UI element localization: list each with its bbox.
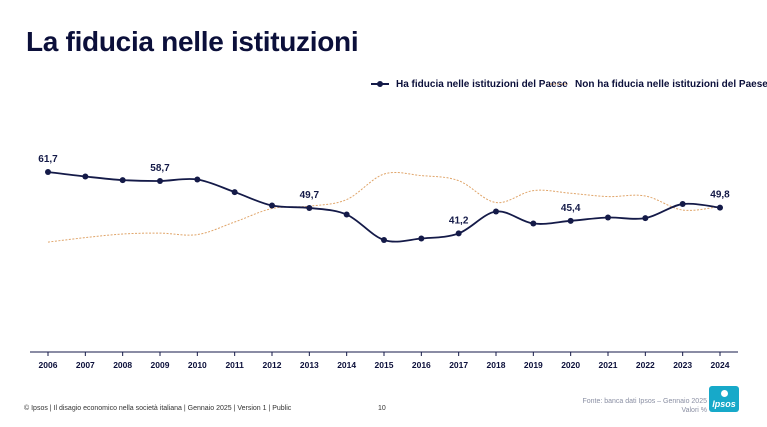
x-tick-label-2015: 2015 [375, 360, 394, 370]
trust-point-2022 [642, 215, 649, 222]
trust-point-2011 [231, 189, 238, 196]
trust-point-2023 [679, 201, 686, 208]
footer-copyright: © Ipsos | Il disagio economico nella soc… [24, 405, 292, 412]
trust-data-label-2013: 49,7 [300, 190, 320, 201]
trust-point-2017 [455, 230, 462, 237]
trust-point-2006 [45, 169, 51, 175]
x-tick-label-2017: 2017 [449, 360, 468, 370]
legend-label-distrust: Non ha fiducia nelle istituzioni del Pae… [575, 78, 767, 90]
trust-point-2013 [306, 204, 313, 211]
trust-point-2018 [493, 208, 499, 215]
series-trust-line [47, 171, 721, 243]
x-tick-label-2016: 2016 [412, 360, 431, 370]
trust-data-label-2020: 45,4 [561, 203, 581, 214]
page-title: La fiducia nelle istituzioni [26, 26, 359, 57]
source-note: Fonte: banca dati Ipsos – Gennaio 2025 V… [582, 397, 707, 415]
trust-point-2014 [343, 211, 350, 218]
x-tick-label-2023: 2023 [673, 360, 692, 370]
trust-point-2010 [194, 176, 201, 183]
logo-text: Ipsos [712, 399, 736, 409]
x-tick-label-2009: 2009 [151, 360, 170, 370]
x-tick-label-2014: 2014 [337, 360, 356, 370]
x-tick-label-2019: 2019 [524, 360, 543, 370]
legend-swatch-distrust [550, 83, 568, 85]
trust-point-2024 [717, 204, 723, 211]
x-tick-label-2008: 2008 [113, 360, 132, 370]
x-tick-label-2021: 2021 [599, 360, 618, 370]
trust-point-2021 [605, 214, 611, 221]
logo-dot [721, 390, 728, 397]
ipsos-logo: Ipsos [709, 386, 739, 412]
trust-data-label-2024: 49,8 [710, 190, 730, 201]
x-tick-label-2012: 2012 [263, 360, 282, 370]
x-tick-label-2013: 2013 [300, 360, 319, 370]
trust-point-2009 [157, 177, 163, 184]
trust-data-label-2009: 58,7 [150, 163, 170, 174]
trust-data-label-2006: 61,7 [38, 154, 58, 165]
page-number: 10 [378, 405, 386, 412]
legend-label-trust: Ha fiducia nelle istituzioni del Paese [396, 78, 568, 90]
trust-data-label-2017: 41,2 [449, 215, 469, 226]
trust-point-2008 [119, 177, 126, 184]
x-tick-label-2006: 2006 [39, 360, 58, 370]
x-tick-label-2011: 2011 [225, 360, 244, 370]
x-tick-label-2018: 2018 [487, 360, 506, 370]
legend-swatch-trust [371, 81, 389, 87]
x-tick-label-2020: 2020 [561, 360, 580, 370]
trust-point-2020 [567, 217, 574, 224]
x-tick-label-2022: 2022 [636, 360, 655, 370]
trust-point-2015 [381, 237, 387, 243]
units-line: Valori % [681, 407, 707, 414]
trust-point-2007 [82, 173, 89, 180]
series-distrust-line [47, 171, 721, 243]
x-tick-label-2007: 2007 [76, 360, 95, 370]
legend-item-distrust: Non ha fiducia nelle istituzioni del Pae… [549, 77, 767, 91]
trust-point-2019 [530, 220, 537, 227]
source-line: Fonte: banca dati Ipsos – Gennaio 2025 [582, 398, 707, 405]
x-tick-label-2024: 2024 [711, 360, 730, 370]
trust-point-2016 [418, 235, 425, 242]
legend-item-trust: Ha fiducia nelle istituzioni del Paese [370, 77, 568, 91]
trust-point-2012 [269, 202, 275, 209]
x-tick-label-2010: 2010 [188, 360, 207, 370]
